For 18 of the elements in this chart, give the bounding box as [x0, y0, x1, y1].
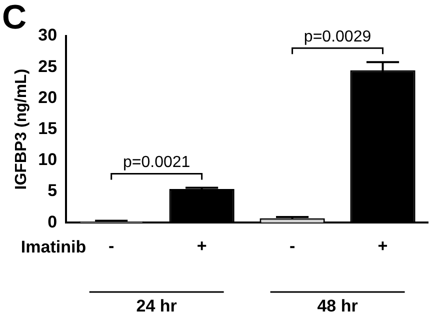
x-tick-label: +: [196, 236, 207, 256]
y-tick-label: 10: [38, 150, 58, 170]
x-tick-label: -: [108, 236, 114, 256]
annotation: p=0.0029: [304, 28, 372, 46]
y-tick-label: 15: [38, 118, 58, 138]
x-tick-label: -: [289, 236, 296, 256]
y-tick-label: 30: [38, 26, 58, 45]
x-tick-label: +: [378, 236, 388, 256]
text: 48 hr: [317, 296, 358, 316]
x-axis-title: Imatinib: [20, 237, 86, 256]
annotation: p=0.0021: [122, 154, 190, 172]
y-tick-label: 0: [48, 212, 58, 232]
y-tick-label: 20: [38, 88, 58, 107]
y-tick-label: 5: [48, 181, 58, 200]
y-tick-label: 25: [38, 56, 58, 76]
y-axis-title: IGFBP3 (ng/mL): [13, 68, 30, 190]
chart-title: C: [2, 0, 27, 36]
text: 24 hr: [136, 296, 178, 316]
